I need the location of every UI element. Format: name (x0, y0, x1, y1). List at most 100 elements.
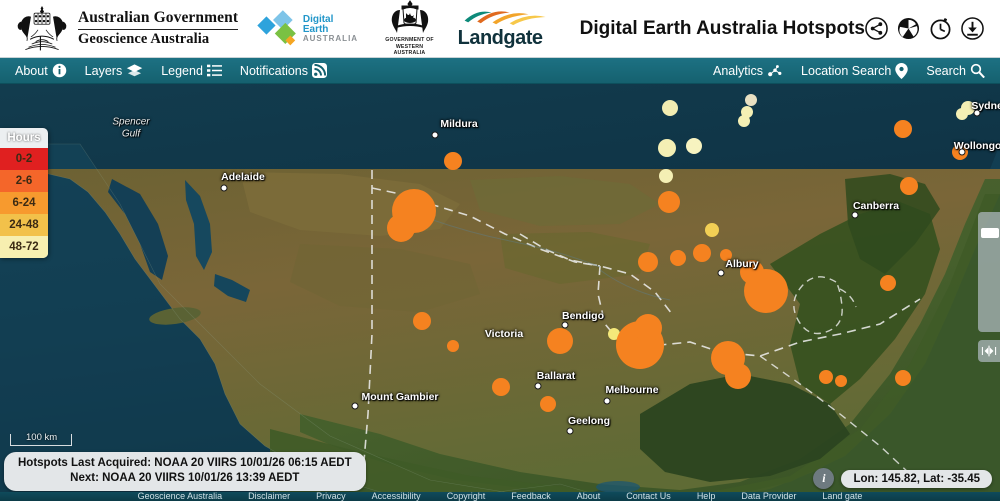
hotspot-marker[interactable] (835, 375, 847, 387)
dea-wordmark: Digital Earth AUSTRALIA (302, 14, 362, 43)
hotspot-marker[interactable] (900, 177, 918, 195)
legend-row-48-72[interactable]: 48-72 (0, 236, 48, 258)
nav-label-analytics: Analytics (713, 63, 764, 78)
landgate-wordmark: Landgate (457, 26, 543, 49)
scale-bar-label: 100 km (26, 432, 58, 443)
camera-icon[interactable] (897, 17, 920, 40)
legend-row-24-48[interactable]: 24-48 (0, 214, 48, 236)
landgate-swoosh-icon (464, 10, 546, 25)
hotspot-marker[interactable] (705, 223, 719, 237)
hotspot-marker[interactable] (447, 340, 459, 352)
zoom-control[interactable] (978, 212, 1000, 362)
status-line-2: Next: NOAA 20 VIIRS 10/01/26 13:39 AEDT (70, 472, 300, 485)
zoom-slider-track[interactable] (978, 212, 1000, 332)
pan-control[interactable] (978, 340, 1000, 362)
hotspot-marker[interactable] (658, 191, 680, 213)
hotspot-marker[interactable] (738, 115, 750, 127)
map-pin-icon (895, 62, 909, 79)
footer-link[interactable]: Disclaimer (248, 492, 291, 501)
footer-link[interactable]: Contact Us (626, 492, 671, 501)
coat-of-arms-icon (17, 5, 67, 50)
gov-line-1: Australian Government (78, 9, 239, 27)
legend-row-2-6[interactable]: 2-6 (0, 170, 48, 192)
hotspot-marker[interactable] (662, 100, 678, 116)
hotspot-marker[interactable] (638, 252, 658, 272)
hotspot-marker[interactable] (387, 214, 415, 242)
status-line-1: Hotspots Last Acquired: NOAA 20 VIIRS 10… (18, 456, 352, 469)
nav-item-layers[interactable]: Layers (76, 58, 153, 84)
hotspot-marker[interactable] (634, 314, 662, 342)
footer-link[interactable]: Data Provider (741, 492, 797, 501)
nav-item-notifications[interactable]: Notifications (231, 58, 336, 84)
nav-label-about: About (15, 63, 48, 78)
hotspot-marker[interactable] (540, 396, 556, 412)
site-footer: Geoscience Australia Disclaimer Privacy Acc… (0, 492, 1000, 501)
info-icon (52, 63, 66, 78)
digital-earth-australia-logo: Digital Earth AUSTRALIA (256, 9, 361, 49)
legend-row-6-24[interactable]: 6-24 (0, 192, 48, 214)
hotspot-marker[interactable] (693, 244, 711, 262)
coordinate-readout: Lon: 145.82, Lat: -35.45 (841, 469, 992, 488)
dea-line-2: AUSTRALIA (302, 33, 359, 43)
acquisition-status: Hotspots Last Acquired: NOAA 20 VIIRS 10… (4, 451, 366, 491)
legend-list-icon (206, 64, 222, 77)
hotspot-marker[interactable] (819, 370, 833, 384)
legend-header: Hours (0, 128, 48, 148)
footer-link[interactable]: Privacy (316, 492, 346, 501)
landgate-logo: Landgate (458, 8, 554, 50)
australian-government-logo: Australian Government Geoscience Austral… (14, 5, 239, 52)
scale-bar-graphic (10, 434, 72, 446)
nav-label-layers: Layers (84, 63, 123, 78)
footer-link[interactable]: Accessibility (371, 492, 421, 501)
hotspot-marker[interactable] (725, 363, 751, 389)
nav-item-legend[interactable]: Legend (152, 58, 231, 84)
nav-item-location-search[interactable]: Location Search (792, 58, 917, 84)
zoom-slider-thumb[interactable] (981, 228, 999, 238)
hotspot-marker[interactable] (670, 250, 686, 266)
header-icon-group (865, 17, 986, 40)
hotspot-marker[interactable] (659, 169, 673, 183)
hotspot-marker[interactable] (894, 120, 912, 138)
hotspot-marker[interactable] (740, 260, 764, 284)
government-of-western-australia-logo: GOVERNMENT OF WESTERN AUSTRALIA (379, 0, 439, 57)
footer-link[interactable]: About (576, 492, 601, 501)
app-header: Australian Government Geoscience Austral… (0, 0, 1000, 58)
legend-panel: Hours 0-2 2-6 6-24 24-48 48-72 (0, 128, 48, 258)
hotspot-marker[interactable] (547, 328, 573, 354)
map-viewport[interactable]: Adelaide Mildura Bendigo Ballarat Melbourne G… (0, 84, 1000, 501)
nav-label-search: Search (926, 63, 966, 78)
wa-caption: GOVERNMENT OF WESTERN AUSTRALIA (385, 37, 434, 57)
legend-title: Hours (7, 132, 41, 144)
nav-item-about[interactable]: About (6, 58, 76, 84)
hotspot-marker[interactable] (492, 378, 510, 396)
hotspot-marker[interactable] (444, 152, 462, 170)
hotspot-marker[interactable] (895, 370, 911, 386)
hotspot-marker[interactable] (686, 138, 702, 154)
download-icon[interactable] (961, 17, 984, 40)
footer-link[interactable]: Help (696, 492, 716, 501)
timer-icon[interactable] (929, 17, 952, 40)
legend-rows: 0-2 2-6 6-24 24-48 48-72 (0, 148, 48, 258)
info-button[interactable]: i (813, 468, 835, 489)
footer-link[interactable]: Geoscience Australia (137, 492, 223, 501)
pan-left-right-icon (981, 345, 997, 357)
search-icon (970, 63, 985, 78)
footer-link[interactable]: Feedback (511, 492, 551, 501)
footer-link[interactable]: Copyright (446, 492, 486, 501)
hotspot-marker[interactable] (952, 144, 968, 160)
hotspot-marker[interactable] (745, 94, 757, 106)
nav-right-group: Analytics Location Search Search (704, 58, 994, 84)
hotspot-marker[interactable] (956, 108, 968, 120)
hotspot-marker[interactable] (658, 139, 676, 157)
hotspot-marker[interactable] (720, 249, 732, 261)
hotspot-marker[interactable] (880, 275, 896, 291)
coordinate-group: i Lon: 145.82, Lat: -35.45 (813, 468, 992, 489)
hotspot-marker[interactable] (413, 312, 431, 330)
legend-row-0-2[interactable]: 0-2 (0, 148, 48, 170)
nav-item-analytics[interactable]: Analytics (704, 58, 792, 84)
dea-diamond-icon (257, 9, 296, 45)
nav-item-search[interactable]: Search (917, 58, 994, 84)
footer-link[interactable]: Land gate (822, 492, 863, 501)
share-icon[interactable] (865, 17, 888, 40)
